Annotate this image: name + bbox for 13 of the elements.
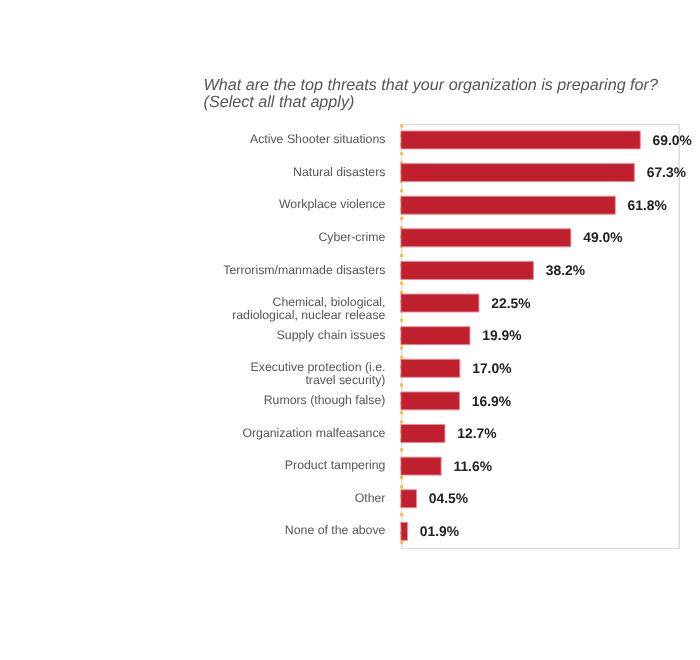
bar — [400, 293, 480, 313]
bar — [400, 195, 616, 215]
bar — [400, 130, 641, 150]
bar — [400, 326, 471, 346]
bar — [400, 261, 534, 280]
bar — [400, 228, 572, 248]
bar — [400, 391, 460, 411]
bar — [400, 424, 446, 443]
bar — [400, 489, 417, 509]
bar — [400, 358, 461, 378]
bar — [400, 456, 442, 476]
bar — [400, 521, 408, 541]
bar — [400, 163, 635, 183]
